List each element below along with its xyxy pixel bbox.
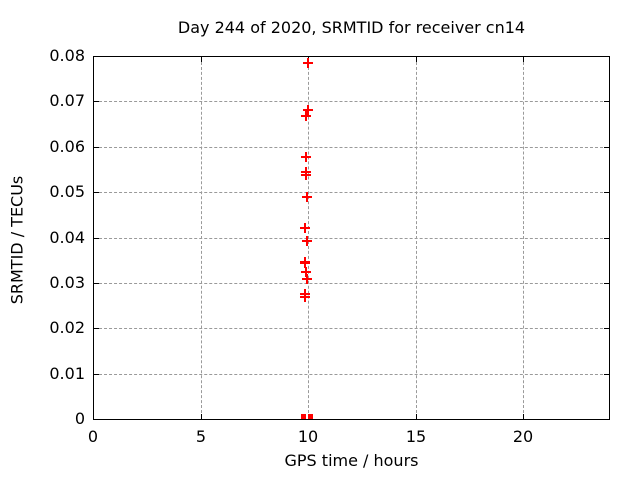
gridline-x-10 — [308, 57, 309, 418]
y-tick-right — [604, 328, 609, 329]
x-tick-top — [523, 57, 524, 62]
data-point-plus — [302, 192, 312, 202]
x-tick-label: 15 — [405, 427, 427, 446]
gridline-y-0.01 — [94, 374, 608, 375]
data-point-plus — [302, 274, 312, 284]
x-tick-label: 0 — [87, 427, 99, 446]
data-point-plus — [303, 58, 313, 68]
x-tick-label: 10 — [297, 427, 319, 446]
x-tick-top — [416, 57, 417, 62]
y-tick-right — [604, 283, 609, 284]
x-tick-bottom — [93, 414, 94, 419]
data-point-plus — [301, 170, 311, 180]
y-tick-label: 0 — [74, 409, 85, 428]
y-tick-right — [604, 101, 609, 102]
data-point-plus — [300, 258, 310, 268]
gridline-x-20 — [523, 57, 524, 418]
y-tick-right — [604, 56, 609, 57]
y-tick-label: 0.06 — [49, 137, 85, 156]
y-tick-left — [94, 147, 99, 148]
y-tick-left — [94, 56, 99, 57]
x-axis-label: GPS time / hours — [284, 451, 419, 470]
data-point-plus — [300, 292, 310, 302]
y-tick-label: 0.02 — [49, 318, 85, 337]
plot-border — [93, 56, 610, 420]
gridline-y-0.07 — [94, 101, 608, 102]
data-point-plus — [301, 267, 311, 277]
x-tick-bottom — [201, 414, 202, 419]
gridline-y-0.03 — [94, 283, 608, 284]
y-tick-label: 0.03 — [49, 273, 85, 292]
y-tick-label: 0.05 — [49, 182, 85, 201]
y-tick-left — [94, 192, 99, 193]
x-tick-label: 5 — [195, 427, 207, 446]
gridline-y-0.04 — [94, 238, 608, 239]
y-tick-left — [94, 238, 99, 239]
y-tick-left — [94, 374, 99, 375]
y-tick-label: 0.01 — [49, 364, 85, 383]
y-tick-right — [604, 238, 609, 239]
chart-title: Day 244 of 2020, SRMTID for receiver cn1… — [177, 18, 526, 37]
data-point-square — [301, 414, 306, 419]
data-point-plus — [301, 152, 311, 162]
gridline-y-0.02 — [94, 328, 608, 329]
data-point-plus — [301, 111, 311, 121]
data-point-plus — [302, 236, 312, 246]
data-point-plus — [303, 105, 313, 115]
x-tick-label: 20 — [512, 427, 534, 446]
y-tick-right — [604, 192, 609, 193]
y-tick-left — [94, 328, 99, 329]
data-point-square — [308, 414, 313, 419]
y-tick-right — [604, 374, 609, 375]
y-tick-left — [94, 419, 99, 420]
gridline-y-0.06 — [94, 147, 608, 148]
x-tick-top — [93, 57, 94, 62]
x-tick-bottom — [416, 414, 417, 419]
y-tick-left — [94, 283, 99, 284]
data-point-plus — [300, 223, 310, 233]
y-tick-right — [604, 147, 609, 148]
x-tick-top — [201, 57, 202, 62]
y-tick-label: 0.04 — [49, 228, 85, 247]
y-tick-label: 0.08 — [49, 46, 85, 65]
y-tick-left — [94, 101, 99, 102]
y-tick-label: 0.07 — [49, 91, 85, 110]
gridline-y-0.05 — [94, 192, 608, 193]
gridline-x-15 — [416, 57, 417, 418]
x-tick-bottom — [523, 414, 524, 419]
gridline-x-5 — [201, 57, 202, 418]
y-tick-right — [604, 419, 609, 420]
